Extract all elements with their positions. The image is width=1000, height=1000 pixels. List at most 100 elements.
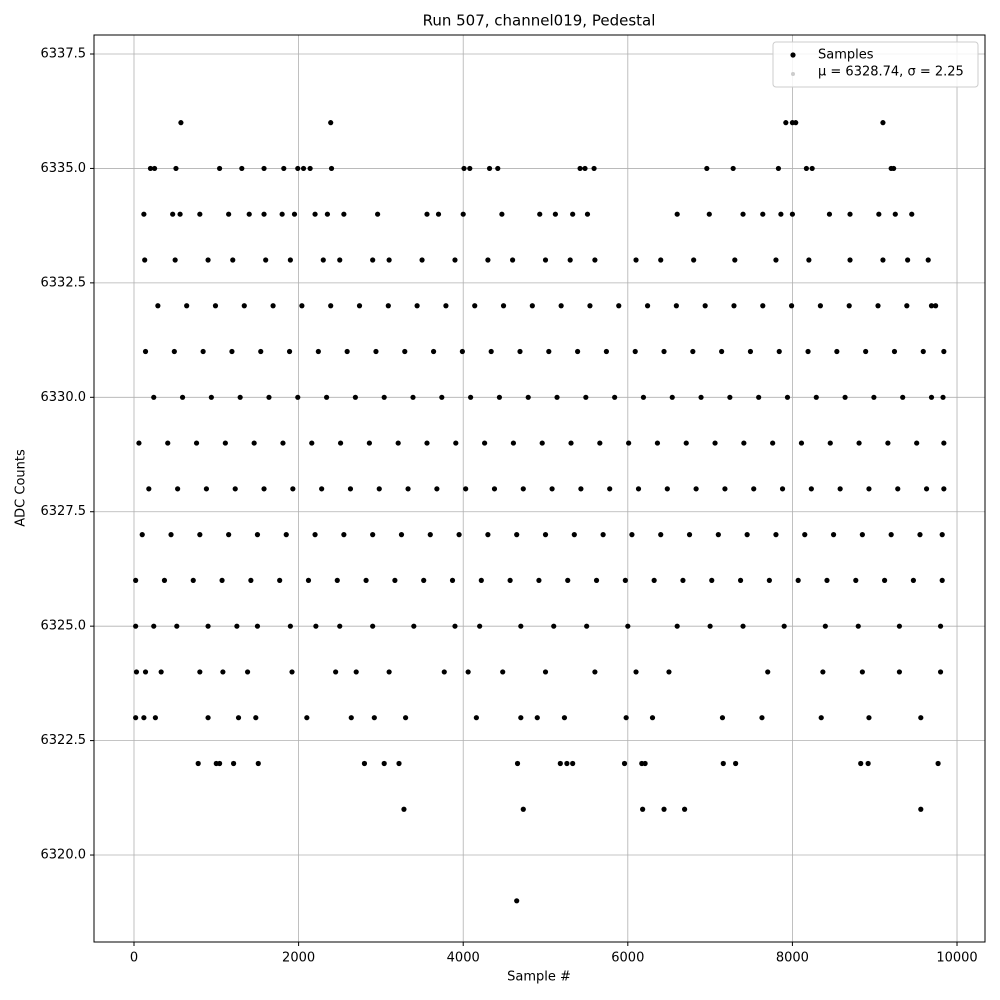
data-point (307, 165, 313, 172)
data-point (142, 257, 148, 263)
data-point (846, 303, 852, 309)
data-point (152, 715, 158, 721)
y-axis-label: ADC Counts (14, 449, 29, 527)
data-point (941, 486, 947, 492)
data-point (449, 577, 456, 583)
data-point (179, 394, 186, 400)
data-point (500, 669, 506, 675)
data-point (376, 486, 382, 492)
data-point (175, 486, 181, 492)
data-point (747, 348, 754, 355)
data-point (565, 577, 571, 583)
data-point (651, 577, 657, 583)
data-point (216, 760, 223, 767)
data-point (788, 303, 795, 309)
data-point (727, 394, 733, 400)
data-point (654, 440, 661, 446)
data-point (715, 532, 721, 538)
data-point (514, 898, 520, 904)
data-point (304, 715, 310, 721)
data-point (621, 760, 628, 767)
data-point (266, 394, 272, 400)
data-point (597, 440, 603, 446)
data-point (352, 394, 358, 400)
data-point (341, 211, 347, 217)
data-point (291, 211, 298, 217)
data-point (760, 303, 766, 309)
data-point (793, 120, 799, 126)
data-point (133, 577, 139, 583)
y-tick-label: 6337.5 (41, 46, 87, 61)
data-point (719, 715, 726, 721)
y-tick-label: 6320.0 (41, 848, 87, 863)
data-point (165, 440, 171, 446)
data-point (664, 486, 670, 492)
data-point (704, 165, 710, 172)
data-point (917, 532, 923, 538)
data-point (200, 348, 206, 355)
data-point (669, 394, 675, 400)
data-point (918, 806, 924, 812)
data-point (937, 669, 944, 675)
data-point (205, 257, 211, 263)
data-point (295, 394, 301, 400)
data-point (254, 532, 261, 538)
data-point (197, 532, 203, 538)
data-point (567, 257, 573, 263)
data-point (461, 165, 467, 172)
data-point (859, 532, 865, 538)
data-point (478, 577, 484, 583)
data-point (443, 303, 449, 309)
data-point (133, 715, 139, 721)
data-point (410, 394, 416, 400)
data-point (401, 806, 407, 812)
data-point (411, 623, 417, 629)
data-point (472, 303, 478, 309)
data-point (370, 623, 376, 629)
data-point (197, 669, 203, 675)
legend-box (772, 41, 979, 88)
data-point (855, 623, 861, 629)
data-point (759, 715, 765, 721)
data-point (719, 348, 725, 355)
legend-label: μ = 6328.74, σ = 2.25 (818, 65, 964, 80)
data-point (928, 303, 935, 309)
data-point (865, 760, 871, 767)
data-point (918, 715, 924, 721)
data-point (136, 440, 142, 446)
data-point (381, 394, 387, 400)
data-point (232, 486, 238, 492)
data-point (863, 348, 869, 355)
data-point (712, 440, 718, 446)
data-point (539, 440, 545, 446)
data-point (341, 532, 347, 538)
data-point (510, 440, 517, 446)
data-point (142, 669, 149, 675)
x-tick-label: 0 (130, 951, 138, 966)
data-point (287, 623, 293, 629)
data-point (226, 532, 232, 538)
data-point (858, 760, 864, 767)
data-point (826, 211, 833, 217)
data-point (370, 532, 376, 538)
data-point (584, 623, 590, 629)
data-point (537, 211, 543, 217)
data-point (287, 257, 293, 263)
data-point (139, 532, 145, 538)
data-point (568, 440, 574, 446)
data-point (219, 577, 225, 583)
data-point (439, 394, 445, 400)
data-point (730, 165, 736, 172)
data-point (859, 669, 865, 675)
data-point (625, 623, 631, 629)
data-point (517, 348, 523, 355)
data-point (161, 577, 168, 583)
data-point (876, 211, 882, 217)
data-point (847, 211, 853, 217)
data-point (177, 211, 183, 217)
data-point (141, 715, 147, 721)
data-point (277, 577, 283, 583)
data-point (468, 394, 474, 400)
